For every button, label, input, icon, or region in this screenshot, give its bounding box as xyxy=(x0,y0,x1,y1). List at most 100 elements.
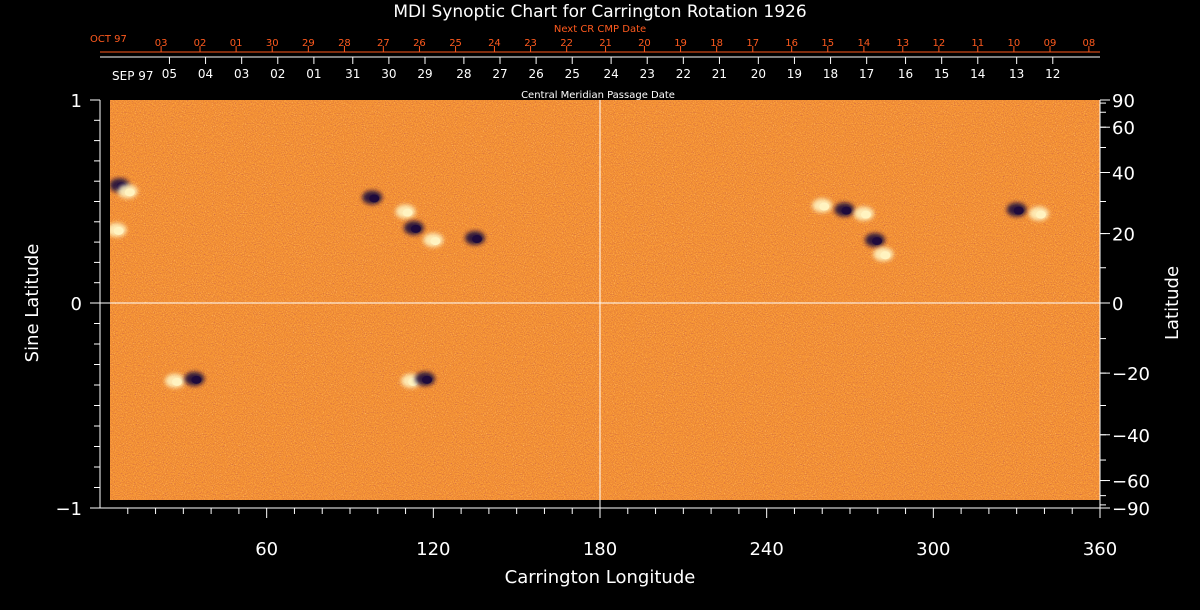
y-axis-label-left: Sine Latitude xyxy=(22,244,43,363)
cmp-date-label: 12 xyxy=(1045,67,1060,81)
negative-field-core xyxy=(369,194,380,203)
y-tick-label: −1 xyxy=(55,499,82,520)
x-axis-label: Carrington Longitude xyxy=(505,567,696,588)
next-date-label: 21 xyxy=(599,38,612,49)
lat-tick-label: 60 xyxy=(1112,118,1135,139)
next-date-label: 12 xyxy=(933,38,946,49)
cmp-date-label: 15 xyxy=(934,67,949,81)
cmp-date-label: 19 xyxy=(787,67,802,81)
next-month-label: OCT 97 xyxy=(90,34,127,45)
next-date-label: 25 xyxy=(449,38,462,49)
cmp-date-label: 30 xyxy=(381,67,396,81)
next-date-label: 01 xyxy=(230,38,243,49)
cmp-date-label: 23 xyxy=(640,67,655,81)
cmp-date-label: 29 xyxy=(417,67,432,81)
next-date-label: 10 xyxy=(1008,38,1021,49)
chart-title: MDI Synoptic Chart for Carrington Rotati… xyxy=(393,2,806,22)
active-regions xyxy=(110,178,1049,388)
negative-field-core xyxy=(422,375,432,384)
next-date-label: 15 xyxy=(821,38,834,49)
next-date-label: 18 xyxy=(710,38,723,49)
cmp-date-scale: 05 04 03 02 01 31 30 29 28 27 26 25 24 23 22 21 20 19 18 17… xyxy=(100,56,1100,81)
cmp-date-label: 22 xyxy=(676,67,691,81)
next-date-label: 27 xyxy=(377,38,390,49)
cmp-date-label: 03 xyxy=(234,67,249,81)
lat-tick-label: 90 xyxy=(1112,91,1135,112)
next-date-label: 20 xyxy=(638,38,651,49)
next-date-label: 22 xyxy=(560,38,573,49)
x-tick-label: 360 xyxy=(1083,539,1117,560)
next-date-label: 16 xyxy=(785,38,798,49)
cmp-date-label: 01 xyxy=(306,67,321,81)
cmp-label: Central Meridian Passage Date xyxy=(521,90,675,101)
magnetogram-map xyxy=(110,100,1100,500)
cmp-date-label: 16 xyxy=(898,67,913,81)
positive-field-core xyxy=(880,251,891,260)
next-date-label: 19 xyxy=(674,38,687,49)
cmp-date-label: 26 xyxy=(528,67,543,81)
cmp-date-label: 18 xyxy=(823,67,838,81)
lat-tick-label: −90 xyxy=(1112,499,1150,520)
positive-field-core xyxy=(860,210,871,219)
x-tick-label: 300 xyxy=(916,539,950,560)
lat-tick-label: 40 xyxy=(1112,164,1135,185)
positive-field-core xyxy=(124,188,135,197)
latitude-ticks: 90 60 40 20 0 −20 −40 −60 −90 xyxy=(1100,91,1150,520)
next-date-label: 30 xyxy=(266,38,279,49)
cmp-date-label: 04 xyxy=(198,67,213,81)
cmp-date-label: 17 xyxy=(859,67,874,81)
cmp-date-label: 24 xyxy=(603,67,618,81)
cmp-date-label: 13 xyxy=(1009,67,1024,81)
negative-field-core xyxy=(410,224,421,233)
next-date-label: 02 xyxy=(194,38,207,49)
cmp-date-label: 02 xyxy=(270,67,285,81)
next-date-label: 23 xyxy=(524,38,537,49)
positive-field-core xyxy=(430,237,441,246)
y-tick-label: 0 xyxy=(71,294,82,315)
positive-field-core xyxy=(113,226,124,235)
lat-tick-label: −40 xyxy=(1112,426,1150,447)
sine-latitude-ticks: 1 0 −1 xyxy=(55,91,100,520)
negative-field-core xyxy=(1013,206,1024,215)
next-date-label: 26 xyxy=(413,38,426,49)
lat-tick-label: 0 xyxy=(1112,294,1123,315)
x-tick-label: 60 xyxy=(255,539,278,560)
next-date-label: 14 xyxy=(858,38,871,49)
y-tick-label: 1 xyxy=(71,91,82,112)
lat-tick-label: 20 xyxy=(1112,225,1135,246)
next-date-label: 28 xyxy=(338,38,351,49)
negative-field-core xyxy=(191,375,202,384)
x-tick-label: 120 xyxy=(416,539,450,560)
next-date-label: 17 xyxy=(746,38,759,49)
next-date-label: 13 xyxy=(896,38,909,49)
lat-tick-label: −20 xyxy=(1112,364,1150,385)
cmp-month-label: SEP 97 xyxy=(112,69,154,83)
positive-field-core xyxy=(402,208,413,217)
x-axis-ticks: 60 120 180 240 300 360 xyxy=(127,508,1117,560)
cmp-date-label: 05 xyxy=(162,67,177,81)
x-tick-label: 240 xyxy=(749,539,783,560)
next-date-label: 03 xyxy=(155,38,168,49)
cmp-date-label: 20 xyxy=(751,67,766,81)
cmp-date-label: 28 xyxy=(456,67,471,81)
left-map-edge xyxy=(100,100,110,500)
cmp-date-label: 21 xyxy=(712,67,727,81)
negative-field-core xyxy=(472,235,482,244)
next-date-label: 24 xyxy=(488,38,501,49)
cmp-date-label: 25 xyxy=(565,67,580,81)
positive-field-core xyxy=(172,377,182,386)
next-date-label: 09 xyxy=(1044,38,1057,49)
x-tick-label: 180 xyxy=(583,539,617,560)
next-cr-label: Next CR CMP Date xyxy=(554,24,646,35)
negative-field-core xyxy=(841,206,852,215)
negative-field-core xyxy=(872,237,882,246)
cmp-date-label: 31 xyxy=(345,67,360,81)
cmp-date-label: 27 xyxy=(492,67,507,81)
next-date-label: 29 xyxy=(302,38,315,49)
y-axis-label-right: Latitude xyxy=(1162,266,1183,340)
lat-tick-label: −60 xyxy=(1112,472,1150,493)
next-cr-date-scale: 03 02 01 30 29 28 27 26 25 24 23 22 21 20 19 18 17 16 15 14… xyxy=(100,38,1100,53)
cmp-date-label: 14 xyxy=(970,67,985,81)
map-texture xyxy=(110,100,1100,500)
